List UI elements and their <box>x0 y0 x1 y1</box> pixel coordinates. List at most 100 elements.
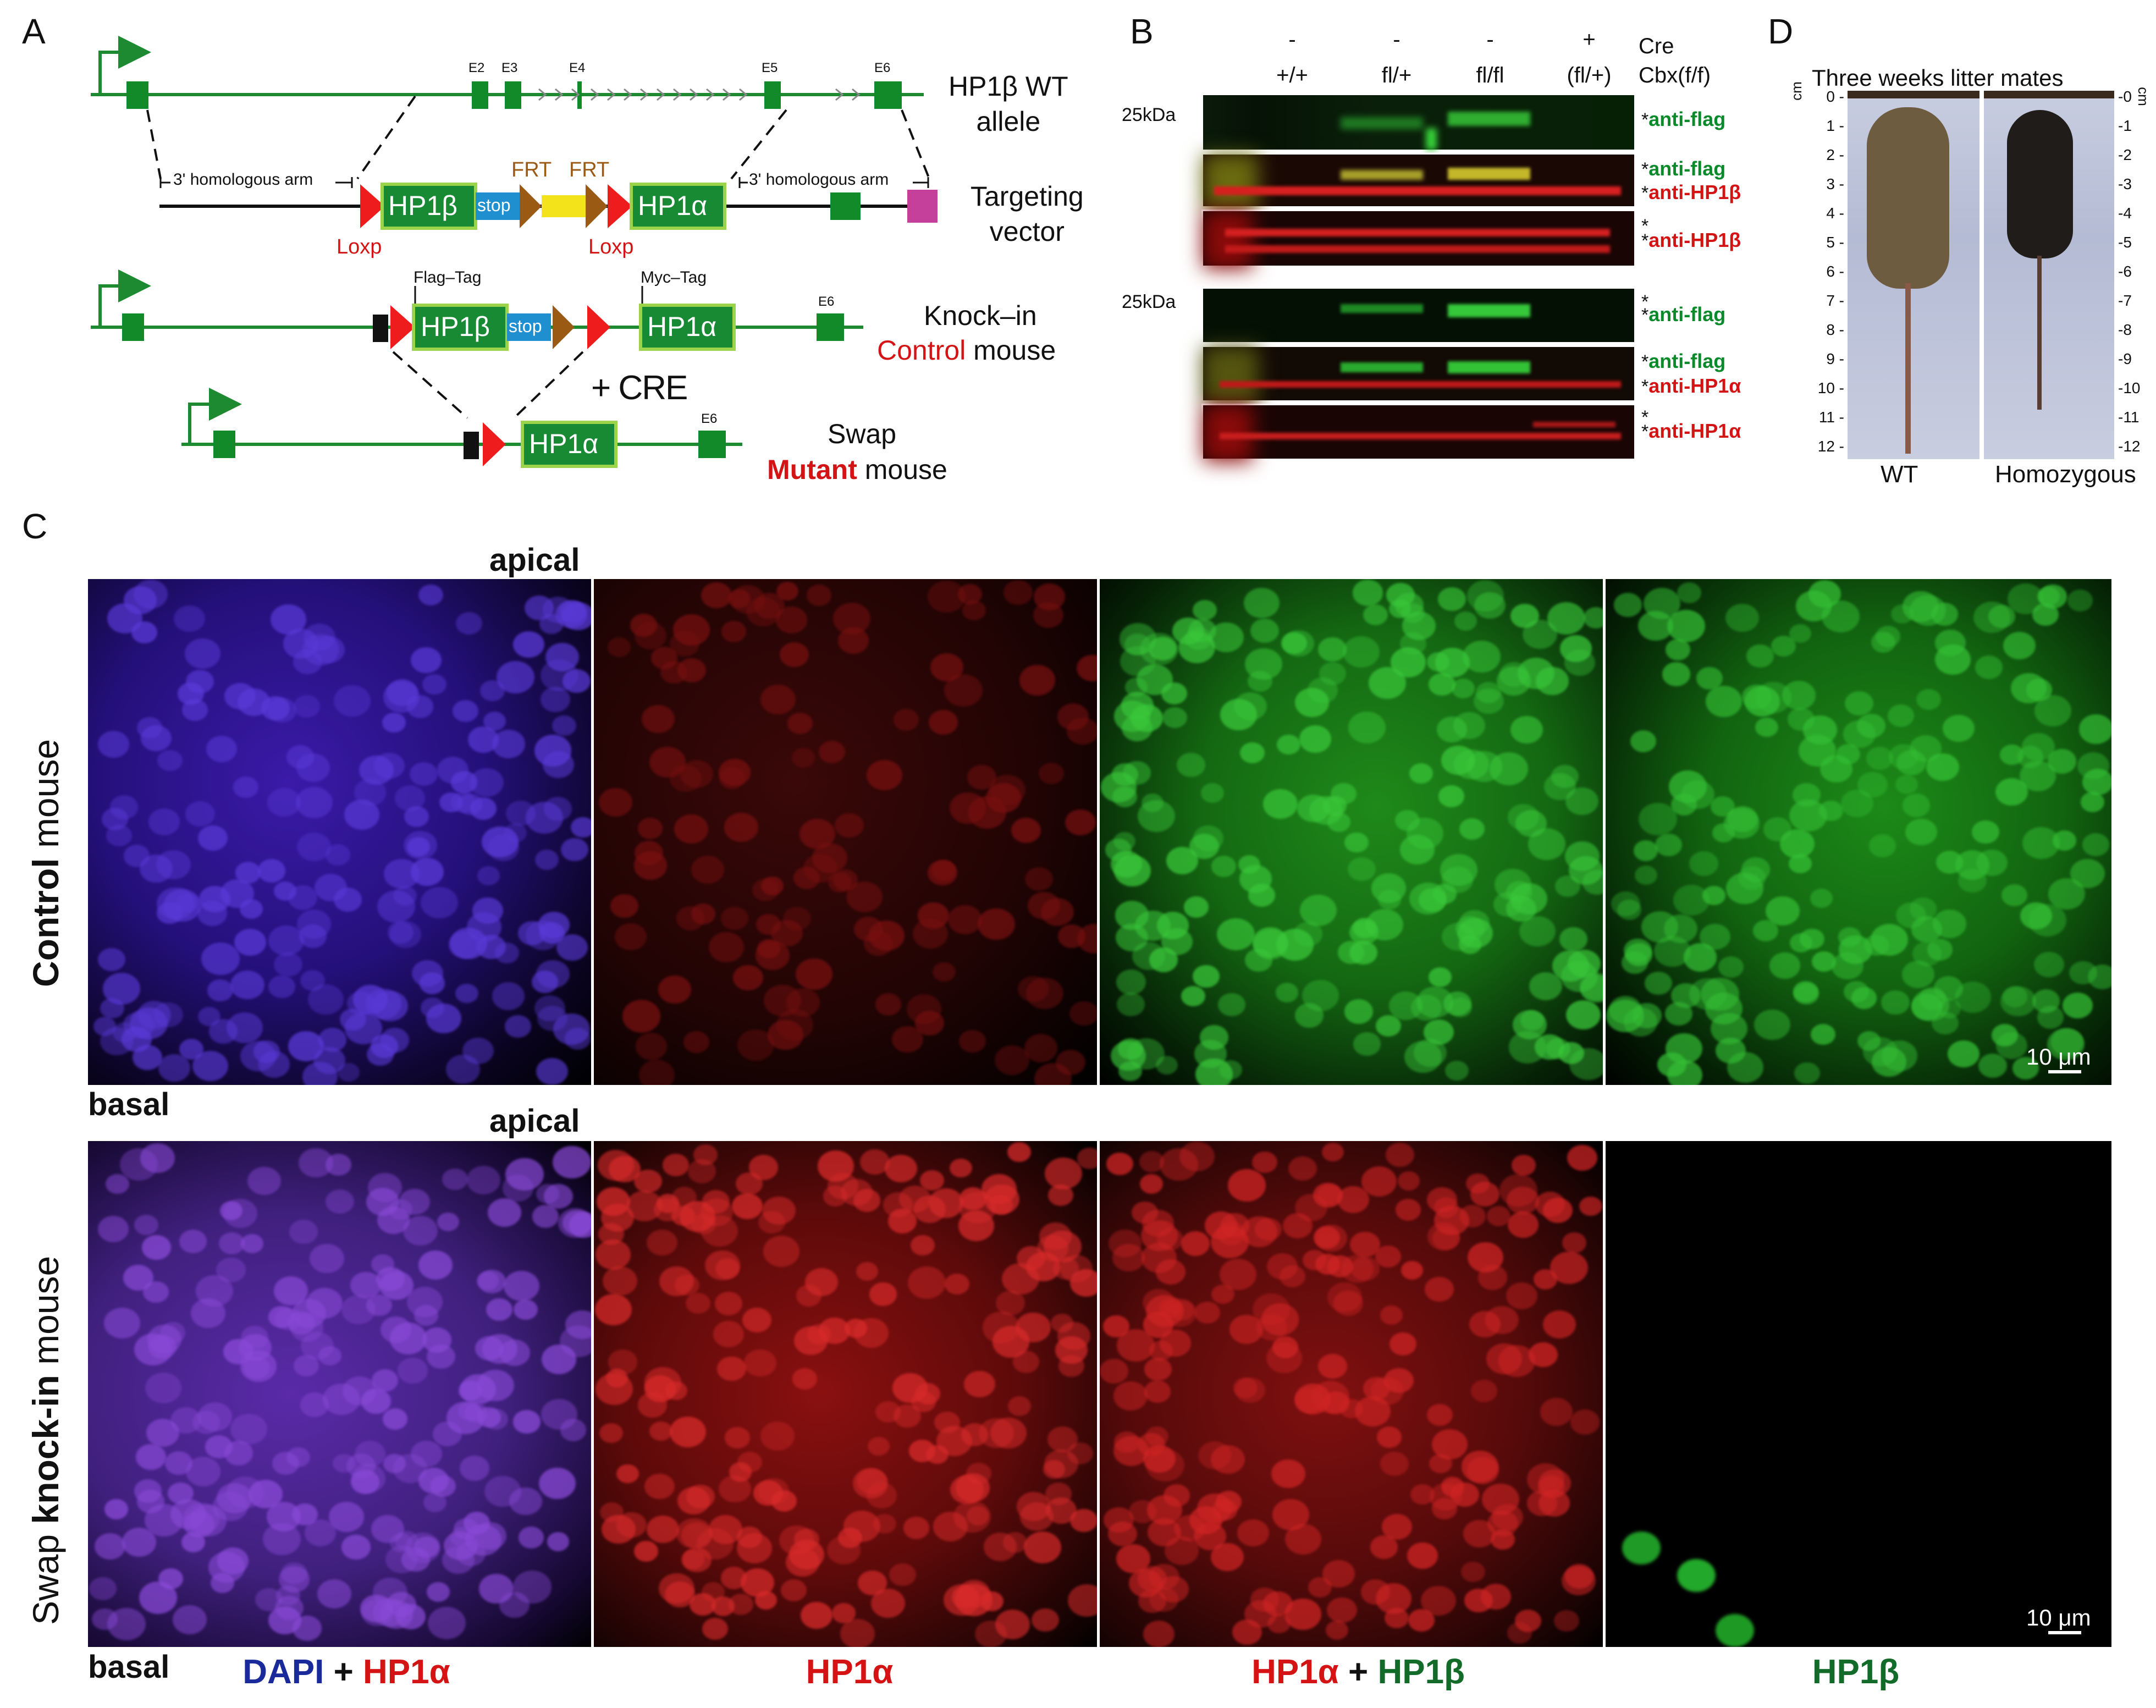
knockin-control-track <box>91 269 863 419</box>
swap-mutant-line: Mutant mouse <box>767 454 947 486</box>
ruler-left-mark: 6 - <box>1826 263 1844 280</box>
col-label-hp1a: HP1α <box>806 1653 894 1691</box>
scalebar-1: 10 μm <box>2026 1044 2091 1073</box>
genotype-lane-1: +/+ <box>1276 63 1308 87</box>
hp1a-box-label-3: HP1α <box>529 428 599 459</box>
ruler-right-mark: -1 <box>2118 117 2132 134</box>
ruler-right-mark: -4 <box>2118 205 2132 222</box>
blot-6 <box>1201 404 1636 462</box>
mutant-word: Mutant <box>767 454 857 485</box>
exon-e6-label: E6 <box>874 60 891 75</box>
wt-mouse <box>1867 107 1949 289</box>
frt-label-2: FRT <box>569 158 610 181</box>
ruler-left-mark: 2 - <box>1826 146 1844 163</box>
panel-a-label: A <box>22 12 46 51</box>
hp1a-box-label-1: HP1α <box>638 190 708 221</box>
micrograph-swap-hp1a <box>594 1141 1097 1647</box>
loxp-label-2: Loxp <box>588 235 634 258</box>
blot3-star-1: * <box>1641 216 1649 236</box>
ruler-left-mark: 5 - <box>1826 234 1844 251</box>
micrograph-swap-merge <box>1100 1141 1603 1647</box>
ruler-left-mark: 11 - <box>1818 409 1844 426</box>
mw-marker-2: 25kDa <box>1122 291 1176 312</box>
homology-arm-right: 3' homologous arm <box>749 170 889 189</box>
panel-c-label: C <box>22 506 48 546</box>
stop-label-1: stop <box>477 195 511 215</box>
swap-label: Swap <box>828 418 897 449</box>
mw-marker-1: 25kDa <box>1122 104 1176 125</box>
blot2-ab-hp1b: *anti-HP1β <box>1641 181 1741 203</box>
swap-mutant-track <box>181 388 742 468</box>
genotype-lane-3: fl/fl <box>1476 63 1504 87</box>
blot5-ab-flag: *anti-flag <box>1641 350 1726 372</box>
col-label-dapi-hp1a: DAPI + HP1α <box>242 1653 450 1691</box>
cbx-row-label: Cbx(f/f) <box>1639 63 1711 87</box>
blot6-star-1: * <box>1641 407 1649 428</box>
blot3-ab: *anti-HP1β <box>1641 229 1741 251</box>
wt-caption: WT <box>1881 461 1918 488</box>
ruler-right-mark: -3 <box>2118 175 2132 192</box>
micrograph-control-merge <box>1100 579 1603 1085</box>
cre-lane-4: + <box>1582 27 1596 52</box>
wt-allele-track <box>91 36 930 180</box>
control-word: Control <box>877 335 966 366</box>
homozygous-caption: Homozygous <box>1995 461 2136 488</box>
ruler-left-mark: 3 - <box>1826 175 1844 192</box>
mouse-word-2: mouse <box>864 454 947 485</box>
myc-tag-label: Myc–Tag <box>641 268 707 286</box>
ruler-right-ticks: -0 -1 -2 -3 -4 -5 -6 -7 -8 -9 -10 -11 -12 <box>2116 88 2154 462</box>
cre-label: + CRE <box>591 369 688 407</box>
cre-lane-2: - <box>1393 27 1400 52</box>
loxp-label-1: Loxp <box>337 235 382 258</box>
ruler-left-mark: 10 - <box>1817 379 1844 396</box>
ruler-left-mark: 7 - <box>1826 292 1844 309</box>
blot-3 <box>1201 210 1636 269</box>
ruler-left-mark: 0 - <box>1826 88 1844 105</box>
ruler-left-mark: 8 - <box>1826 321 1844 338</box>
stop-label-2: stop <box>509 316 542 336</box>
apical-label-2: apical <box>489 1103 580 1139</box>
row-label-control: Control mouse <box>25 739 66 987</box>
ruler-left-mark: 12 - <box>1817 438 1844 455</box>
targeting-vector-label: Targeting vector <box>971 181 1084 247</box>
blot6-ab: *anti-HP1α <box>1641 420 1741 442</box>
col-label-merge: HP1α + HP1β <box>1251 1653 1465 1691</box>
micrograph-swap-hp1b <box>1606 1141 2111 1647</box>
exon-e6-knockin-label: E6 <box>818 294 835 309</box>
homology-arm-left: 3' homologous arm <box>173 170 313 189</box>
exon-e5-label: E5 <box>762 60 778 75</box>
ruler-right-mark: -7 <box>2118 292 2132 309</box>
frt-label-1: FRT <box>511 158 552 181</box>
basal-label-2: basal <box>88 1649 170 1685</box>
hp1b-box-label-2: HP1β <box>421 311 490 342</box>
knockin-control-line: Control mouse <box>877 334 1056 366</box>
ruler-right-mark: -5 <box>2118 234 2132 251</box>
exon-e6-swap-label: E6 <box>701 411 718 426</box>
scalebar-2: 10 μm <box>2026 1605 2091 1634</box>
basal-label-1: basal <box>88 1087 170 1122</box>
exon-e4-label: E4 <box>569 60 586 75</box>
knockin-label: Knock–in <box>924 300 1037 331</box>
blot1-ab: *anti-flag <box>1641 108 1726 130</box>
exon-e2-label: E2 <box>468 60 485 75</box>
ruler-left-ticks: 0 - 1 - 2 - 3 - 4 - 5 - 6 - 7 - 8 - 9 - 10 - 11 - 12… <box>1798 88 1848 462</box>
blot2-ab-flag: *anti-flag <box>1641 157 1726 180</box>
apical-label-1: apical <box>489 542 580 578</box>
cre-lane-3: - <box>1486 27 1494 52</box>
wt-allele-label: HP1β WT allele <box>949 71 1068 137</box>
blot4-ab: *anti-flag <box>1641 303 1726 326</box>
targeting-vector-track <box>159 177 938 230</box>
intron-chevrons <box>538 88 861 101</box>
micrograph-control-dapi-hp1a <box>88 579 591 1085</box>
ruler-left-mark: 1 - <box>1826 117 1844 134</box>
genotype-lane-2: fl/+ <box>1381 63 1412 87</box>
genotype-lane-4: (fl/+) <box>1567 63 1612 87</box>
exon-e3-label: E3 <box>501 60 518 75</box>
blot-2 <box>1201 153 1636 210</box>
homozygous-mouse <box>2007 110 2073 258</box>
micrograph-swap-dapi-hp1a <box>88 1141 591 1647</box>
ruler-left-mark: 9 - <box>1826 350 1844 367</box>
micrograph-control-hp1b <box>1606 579 2111 1085</box>
ruler-right-mark: -9 <box>2118 350 2132 367</box>
ruler-right-mark: -12 <box>2118 438 2141 455</box>
